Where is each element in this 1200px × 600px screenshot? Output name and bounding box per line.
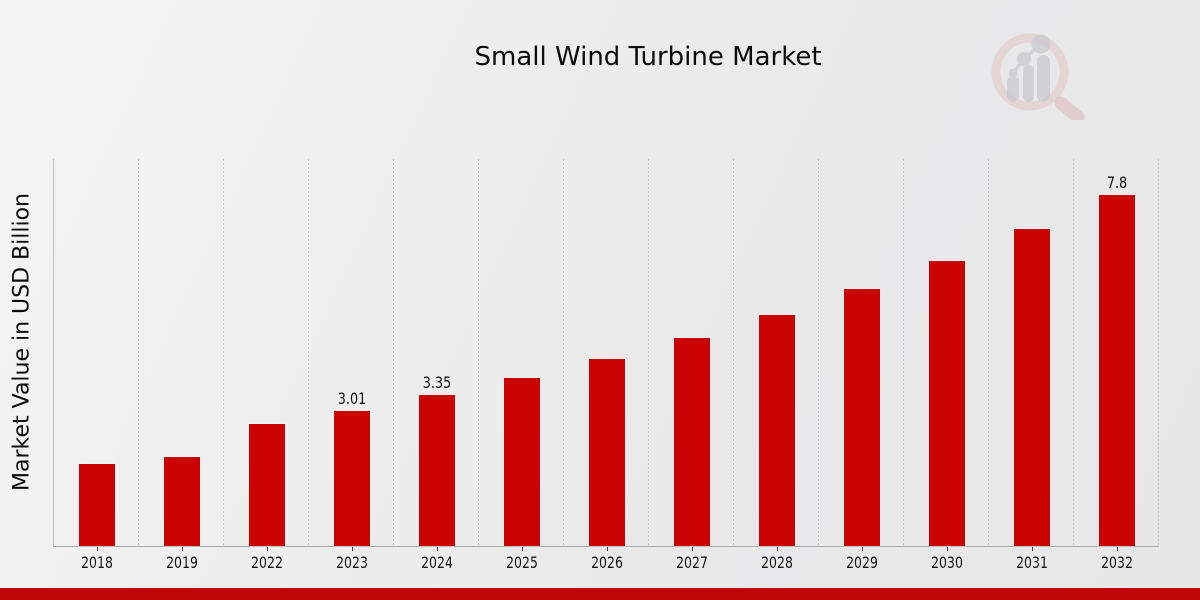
y-axis-title: Market Value in USD Billion bbox=[9, 192, 35, 492]
x-axis-tick bbox=[1116, 547, 1118, 551]
gridline bbox=[988, 159, 989, 546]
x-tick-label-2026: 2026 bbox=[590, 553, 623, 572]
bar-2032 bbox=[1098, 195, 1135, 546]
gridline bbox=[818, 159, 819, 546]
x-axis-tick bbox=[96, 547, 98, 551]
x-tick-label-2023: 2023 bbox=[335, 553, 368, 572]
bar-value-label-2024: 3.35 bbox=[422, 373, 451, 392]
plot-area: 2018 2019 2022 2023 3.01 2024 3.35 2025 2026 2027… bbox=[53, 159, 1159, 572]
footer-accent-bar bbox=[0, 588, 1200, 600]
gridline bbox=[1158, 159, 1159, 546]
bar-2018 bbox=[78, 464, 115, 546]
magnifier-bar-chart-logo-icon bbox=[991, 33, 1085, 120]
bar-2030 bbox=[928, 261, 965, 546]
gridline bbox=[393, 159, 394, 546]
x-tick-label-2031: 2031 bbox=[1015, 553, 1048, 572]
bar-2022 bbox=[248, 424, 285, 546]
x-tick-label-2019: 2019 bbox=[165, 553, 198, 572]
x-tick-label-2018: 2018 bbox=[80, 553, 113, 572]
x-tick-label-2028: 2028 bbox=[760, 553, 793, 572]
bar-2031 bbox=[1013, 229, 1050, 546]
bar-2019 bbox=[163, 457, 200, 546]
x-axis-tick bbox=[351, 547, 353, 551]
x-axis-tick bbox=[606, 547, 608, 551]
gridline bbox=[308, 159, 309, 546]
gridline bbox=[223, 159, 224, 546]
bar-2023 bbox=[333, 411, 370, 546]
x-tick-label-2025: 2025 bbox=[505, 553, 538, 572]
gridline bbox=[563, 159, 564, 546]
x-axis-tick bbox=[521, 547, 523, 551]
x-axis-tick bbox=[691, 547, 693, 551]
bar-2026 bbox=[588, 359, 625, 546]
chart-title: Small Wind Turbine Market bbox=[474, 42, 822, 72]
x-tick-label-2024: 2024 bbox=[420, 553, 453, 572]
x-tick-label-2027: 2027 bbox=[675, 553, 708, 572]
gridline bbox=[1073, 159, 1074, 546]
bar-2029 bbox=[843, 289, 880, 546]
x-axis-tick bbox=[776, 547, 778, 551]
x-tick-label-2030: 2030 bbox=[930, 553, 963, 572]
bar-value-label-2032: 7.8 bbox=[1106, 173, 1127, 192]
gridline bbox=[648, 159, 649, 546]
bar-2028 bbox=[758, 315, 795, 546]
gridline bbox=[903, 159, 904, 546]
x-axis-tick bbox=[946, 547, 948, 551]
x-axis-tick bbox=[266, 547, 268, 551]
gridline bbox=[138, 159, 139, 546]
gridline bbox=[733, 159, 734, 546]
x-tick-label-2032: 2032 bbox=[1100, 553, 1133, 572]
bar-2025 bbox=[503, 378, 540, 546]
x-tick-label-2022: 2022 bbox=[250, 553, 283, 572]
x-axis-tick bbox=[1031, 547, 1033, 551]
bar-2027 bbox=[673, 338, 710, 546]
x-axis-tick bbox=[181, 547, 183, 551]
x-axis-tick bbox=[436, 547, 438, 551]
x-tick-label-2029: 2029 bbox=[845, 553, 878, 572]
gridline bbox=[478, 159, 479, 546]
x-axis-tick bbox=[861, 547, 863, 551]
bar-value-label-2023: 3.01 bbox=[337, 389, 366, 408]
bar-2024 bbox=[418, 395, 455, 546]
